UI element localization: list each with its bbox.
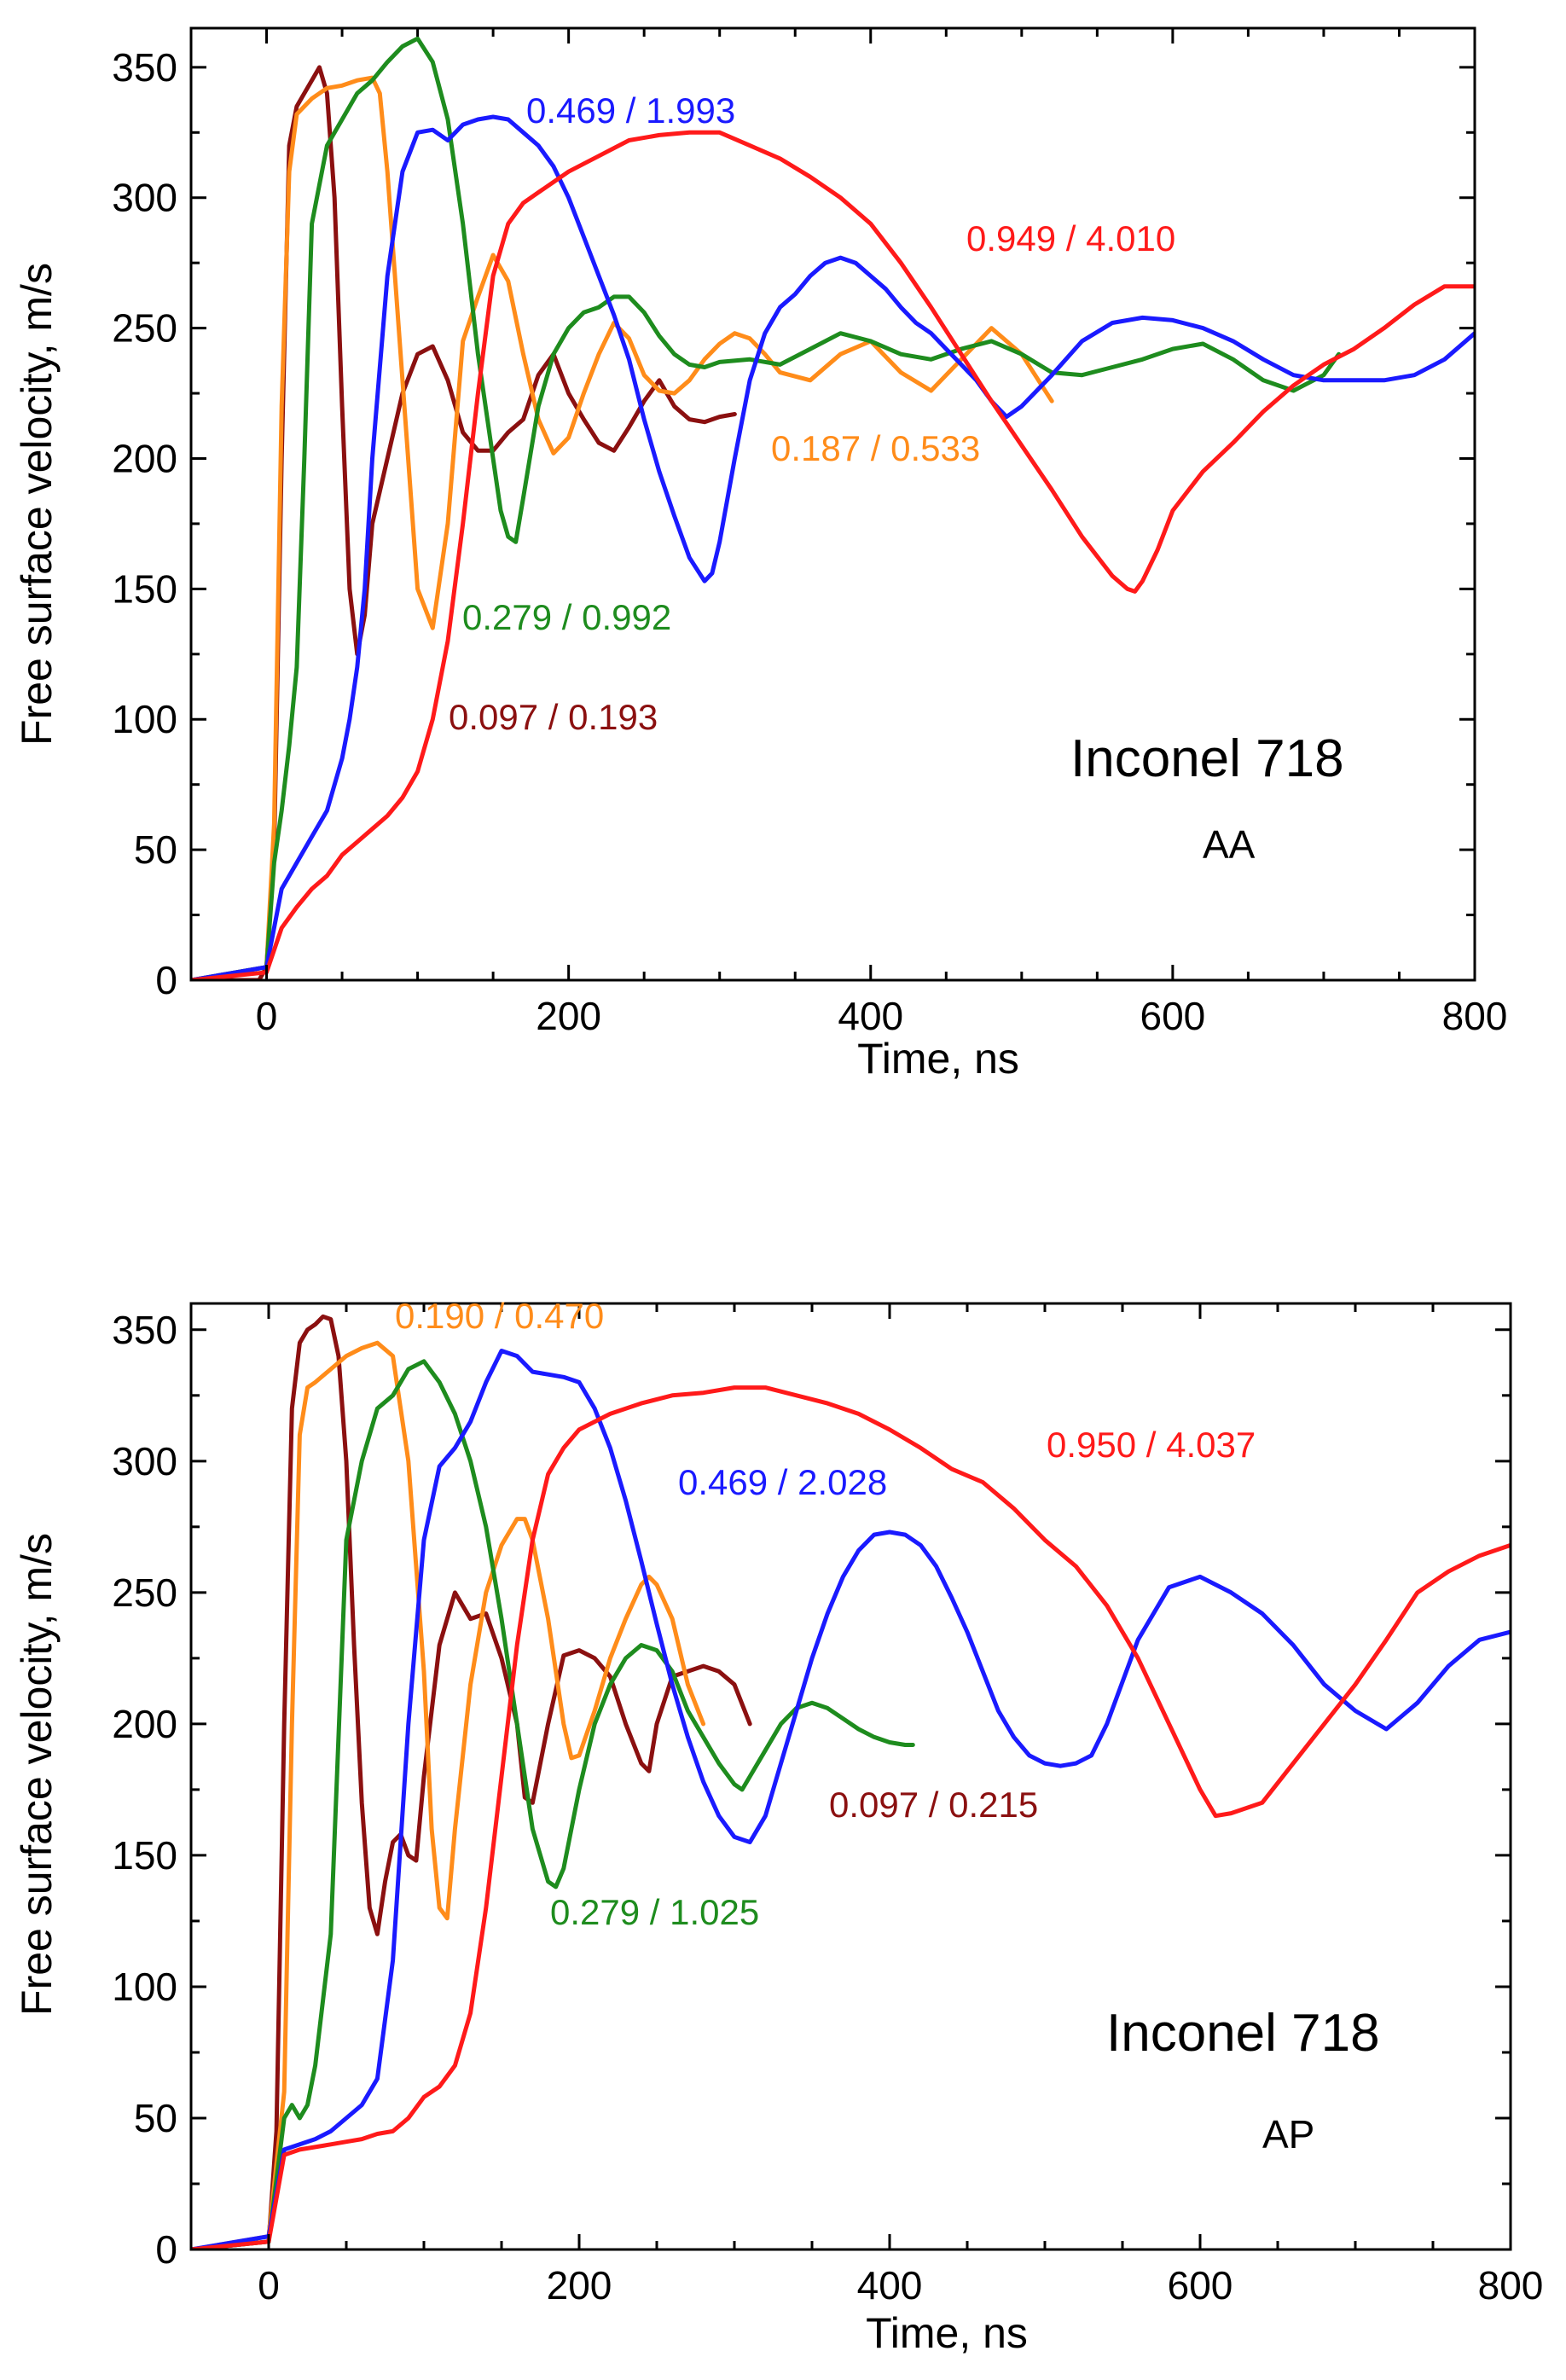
bottom-axes: 0 200 400 600 800 0 50 100 150 200 250 300 350 (112, 1303, 1543, 2307)
top-annotation-0949-4010: 0.949 / 4.010 (966, 218, 1175, 258)
bottom-series-group (191, 1314, 1511, 2249)
chart-panel-top: 0 200 400 600 800 0 50 100 150 200 250 300 350 Time,… (13, 26, 1507, 1083)
top-annotation-0097-0193: 0.097 / 0.193 (449, 697, 658, 737)
top-annotation-0469-1993: 0.469 / 1.993 (526, 90, 735, 131)
bottom-annotation-0190-0470: 0.190 / 0.470 (395, 1296, 604, 1336)
top-y-axis-label: Free surface velocity, m/s (13, 263, 61, 746)
bottom-y-tick-label: 50 (134, 2096, 177, 2140)
chart-panel-bottom: 0 200 400 600 800 0 50 100 150 200 250 300 350 Time,… (13, 1296, 1543, 2357)
bottom-series-0-190-0-470 (191, 1340, 706, 2249)
top-y-tick-label: 300 (112, 176, 177, 220)
top-y-tick-label: 150 (112, 566, 177, 611)
top-y-tick-label: 250 (112, 306, 177, 351)
bottom-condition-label: AP (1262, 2112, 1314, 2157)
bottom-series-0-097-0-215 (191, 1314, 752, 2249)
top-annotation-0187-0533: 0.187 / 0.533 (771, 428, 980, 468)
top-series-0-949-4-010 (191, 130, 1475, 980)
bottom-series-0-469-2-028 (191, 1349, 1511, 2249)
top-y-tick-label: 50 (134, 827, 177, 872)
bottom-annotation-0950-4037: 0.950 / 4.037 (1047, 1425, 1256, 1465)
bottom-annotation-0097-0215: 0.097 / 0.215 (829, 1785, 1038, 1825)
top-x-tick-label: 800 (1442, 994, 1508, 1038)
top-x-tick-label: 600 (1140, 994, 1206, 1038)
bottom-series-0-950-4-037 (191, 1385, 1511, 2249)
bottom-y-tick-label: 300 (112, 1439, 177, 1483)
bottom-y-tick-label: 350 (112, 1308, 177, 1352)
bottom-x-tick-label: 400 (857, 2263, 923, 2307)
bottom-x-axis-label: Time, ns (866, 2309, 1028, 2357)
bottom-annotation-0469-2028: 0.469 / 2.028 (678, 1462, 887, 1502)
bottom-y-tick-label: 150 (112, 1833, 177, 1878)
top-plot-frame (189, 26, 1476, 982)
top-x-tick-label: 200 (536, 994, 601, 1038)
top-x-tick-label: 400 (838, 994, 903, 1038)
top-material-label: Inconel 718 (1070, 729, 1344, 788)
top-series-0-469-1-993 (191, 114, 1475, 980)
top-series-group (191, 36, 1475, 980)
top-x-axis-label: Time, ns (857, 1035, 1019, 1083)
bottom-y-tick-label: 250 (112, 1570, 177, 1615)
bottom-y-tick-label: 0 (155, 2227, 177, 2272)
top-series-0-097-0-193 (191, 65, 737, 980)
bottom-x-tick-label: 800 (1478, 2263, 1544, 2307)
top-x-tick-label: 0 (256, 994, 278, 1038)
top-y-tick-label: 100 (112, 697, 177, 741)
bottom-x-tick-label: 600 (1168, 2263, 1233, 2307)
top-axes: 0 200 400 600 800 0 50 100 150 200 250 300 350 (112, 28, 1507, 1038)
top-y-tick-label: 0 (155, 958, 177, 1002)
bottom-annotation-0279-1025: 0.279 / 1.025 (550, 1892, 759, 1932)
bottom-x-tick-label: 0 (258, 2263, 280, 2307)
bottom-y-tick-label: 100 (112, 1965, 177, 2009)
bottom-y-tick-label: 200 (112, 1702, 177, 1746)
top-condition-label: AA (1203, 822, 1256, 867)
top-annotation-0279-0992: 0.279 / 0.992 (462, 597, 671, 637)
top-y-tick-label: 200 (112, 436, 177, 480)
top-y-tick-label: 350 (112, 45, 177, 90)
bottom-plot-frame (189, 1302, 1512, 2251)
bottom-y-axis-label: Free surface velocity, m/s (13, 1533, 61, 2016)
bottom-x-tick-label: 200 (547, 2263, 612, 2307)
top-series-0-279-0-992 (191, 36, 1342, 980)
top-series-0-187-0-533 (191, 75, 1054, 980)
bottom-material-label: Inconel 718 (1106, 2004, 1380, 2063)
